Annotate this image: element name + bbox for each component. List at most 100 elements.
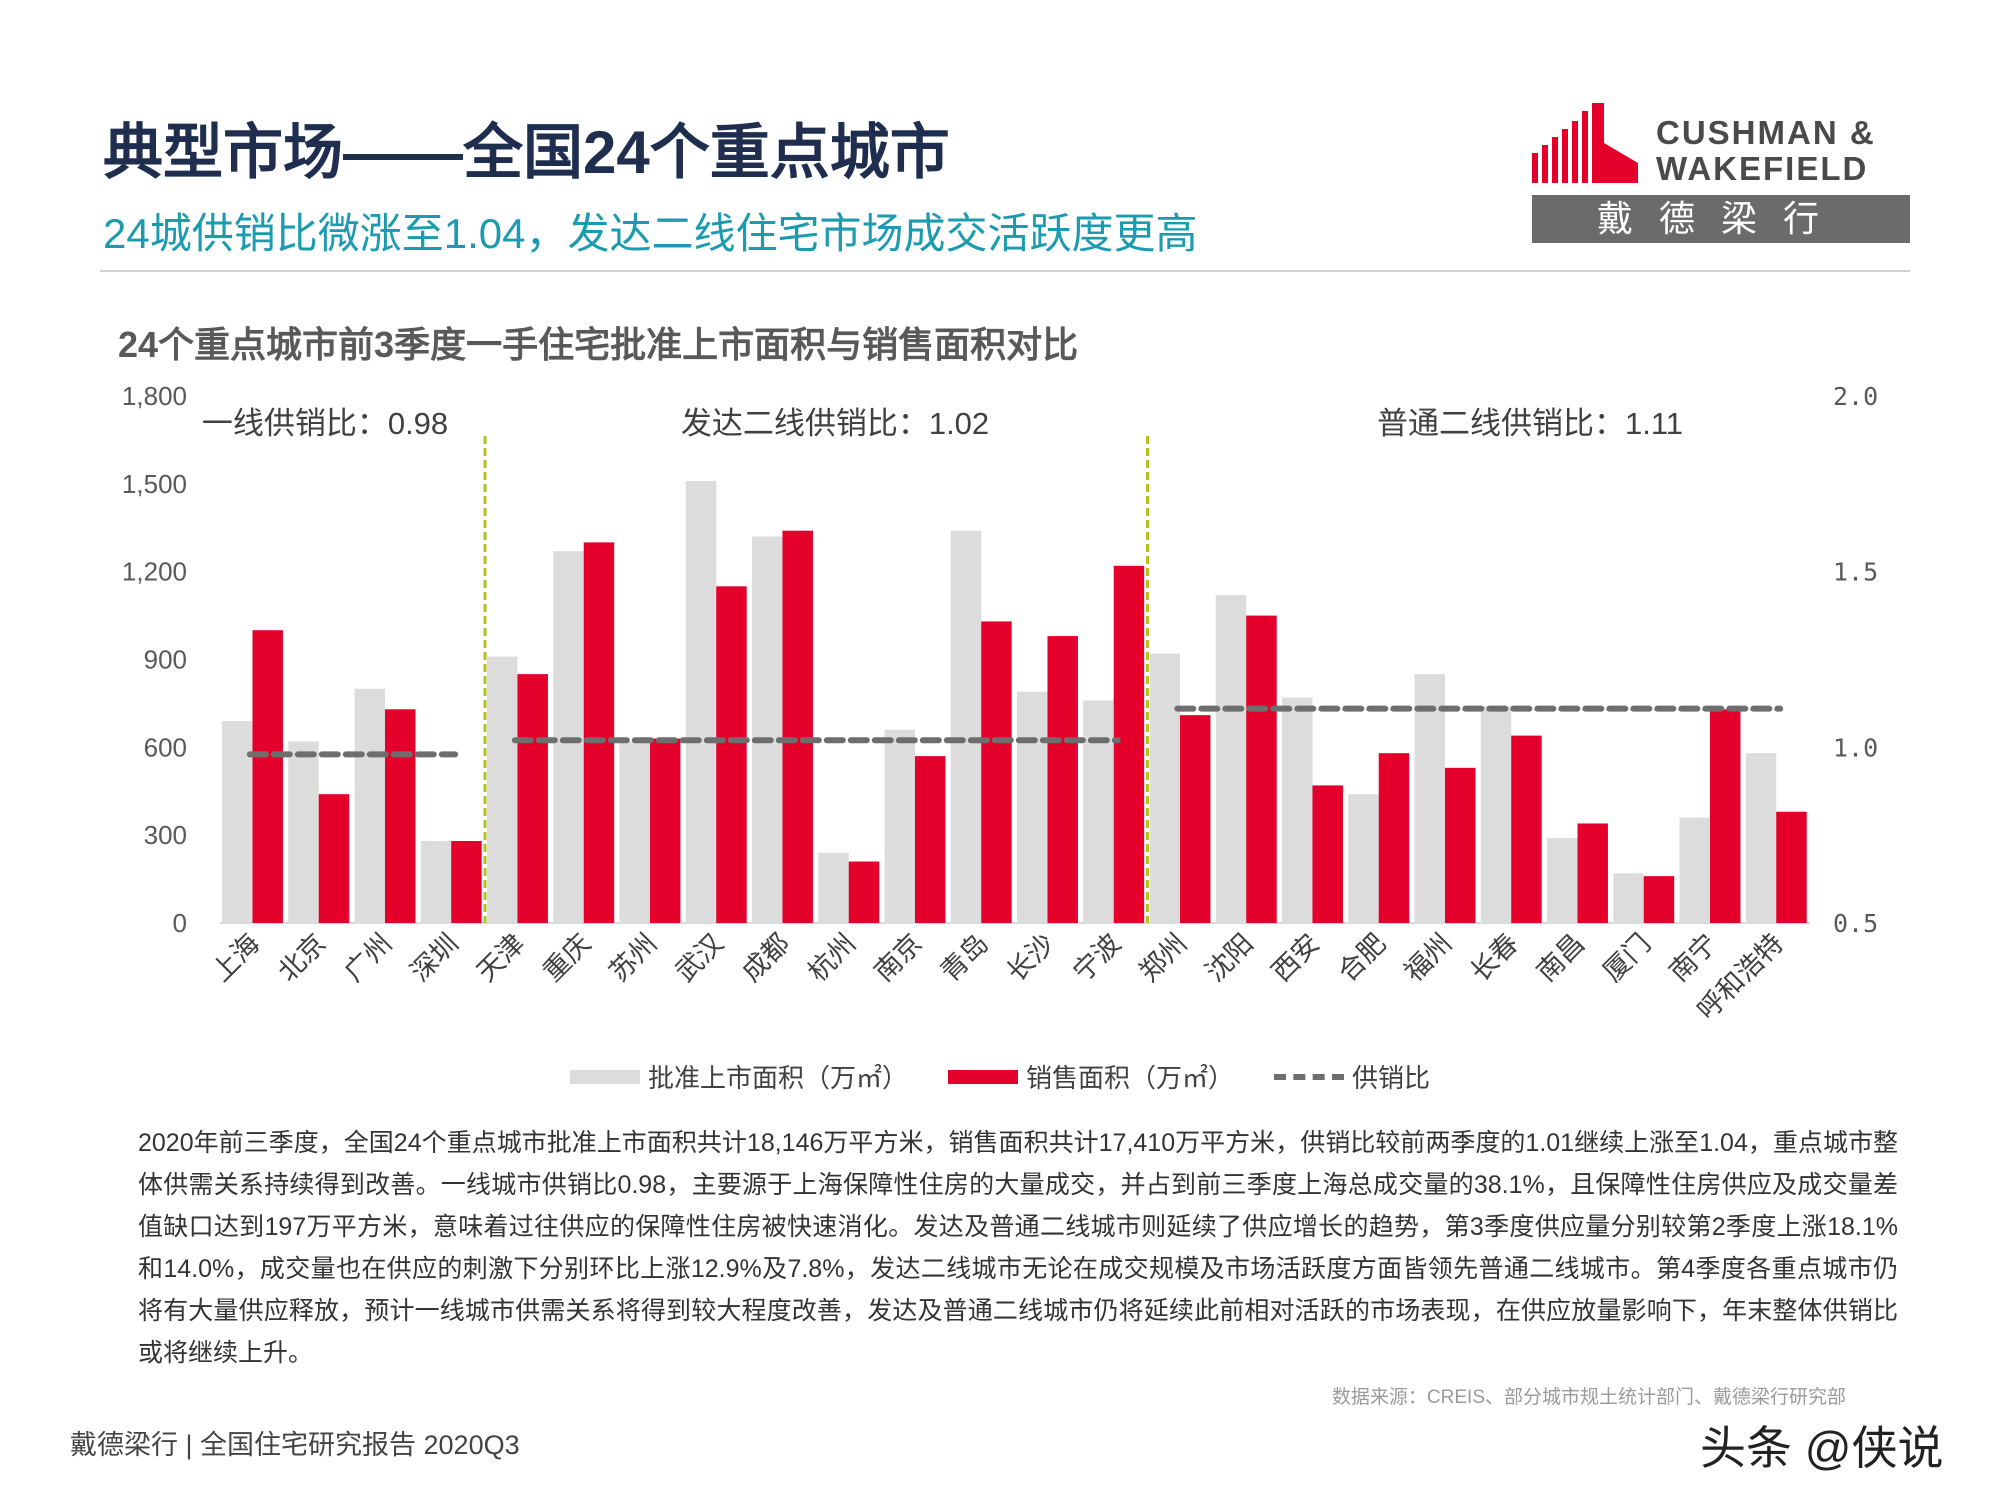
y-left-tick-label: 1,500 xyxy=(122,469,187,499)
bar-supply xyxy=(354,688,385,923)
bar-supply xyxy=(1215,595,1247,923)
bar-supply xyxy=(818,852,849,923)
bar-supply xyxy=(1149,653,1180,923)
ratio-annotation: 发达二线供销比：1.02 xyxy=(681,406,989,441)
chart-title: 24个重点城市前3季度一手住宅批准上市面积与销售面积对比 xyxy=(118,324,1079,365)
bar-supply xyxy=(288,741,319,923)
x-tick-label: 南宁 xyxy=(1663,928,1722,987)
legend-item-ratio: 供销比 xyxy=(1274,1058,1430,1095)
bar-sales xyxy=(1047,636,1078,923)
bar-supply xyxy=(1083,700,1114,923)
bar-supply xyxy=(1613,873,1644,923)
x-tick-label: 杭州 xyxy=(802,928,861,987)
y-left-tick-label: 0 xyxy=(173,908,187,938)
x-tick-label: 厦门 xyxy=(1597,928,1656,987)
cushman-wakefield-logo: CUSHMAN & WAKEFIELD 戴德梁行 xyxy=(1532,103,1910,243)
bar-sales xyxy=(318,794,350,923)
x-tick-label: 重庆 xyxy=(537,928,596,987)
legend-label: 销售面积（万㎡） xyxy=(1025,1063,1234,1093)
bar-supply xyxy=(1480,706,1512,923)
y-left-tick-label: 600 xyxy=(144,732,187,762)
bar-sales xyxy=(517,674,548,923)
y-left-tick-label: 900 xyxy=(144,645,187,675)
logo-line-2: WAKEFIELD xyxy=(1656,150,1869,187)
x-tick-label: 合肥 xyxy=(1332,928,1391,987)
bar-sales xyxy=(981,621,1012,923)
bar-supply xyxy=(1282,697,1313,923)
bar-sales xyxy=(1643,876,1675,923)
chart-legend: 批准上市面积（万㎡） 销售面积（万㎡） 供销比 xyxy=(0,1058,2000,1095)
data-source: 数据来源：CREIS、部分城市规土统计部门、戴德梁行研究部 xyxy=(1331,1387,1846,1408)
ratio-annotation: 一线供销比：0.98 xyxy=(202,406,448,441)
bar-sales xyxy=(914,756,946,923)
bar-supply xyxy=(1679,817,1710,923)
bar-sales xyxy=(1378,753,1410,923)
bar-sales xyxy=(649,738,681,923)
y-left-tick-label: 1,200 xyxy=(122,557,187,587)
logo-wordmark: CUSHMAN & WAKEFIELD xyxy=(1656,115,1876,187)
bar-sales xyxy=(782,530,813,923)
x-tick-label: 青岛 xyxy=(935,928,994,987)
bar-sales xyxy=(716,586,747,923)
ratio-annotation: 普通二线供销比：1.11 xyxy=(1377,406,1683,441)
bar-supply xyxy=(553,551,584,923)
bar-sales xyxy=(1511,735,1542,923)
x-tick-label: 成都 xyxy=(736,928,795,987)
x-tick-label: 上海 xyxy=(206,928,265,987)
bar-sales xyxy=(1312,785,1343,923)
logo-chinese: 戴德梁行 xyxy=(1532,195,1910,243)
bar-supply xyxy=(487,656,518,923)
x-tick-label: 沈阳 xyxy=(1200,928,1259,987)
y-right-tick-label: 1.0 xyxy=(1833,733,1878,762)
x-tick-label: 宁波 xyxy=(1067,928,1126,987)
logo-line-1: CUSHMAN & xyxy=(1656,114,1876,151)
x-tick-label: 北京 xyxy=(272,928,331,987)
y-left-tick-label: 1,800 xyxy=(122,381,187,411)
legend-item-sales: 销售面积（万㎡） xyxy=(947,1058,1234,1095)
logo-bars-icon xyxy=(1532,103,1638,183)
bar-supply xyxy=(1745,753,1777,923)
x-tick-label: 武汉 xyxy=(670,928,729,987)
y-left-tick-label: 300 xyxy=(144,820,187,850)
watermark: 头条 @侠说 xyxy=(1700,1422,1944,1474)
legend-item-supply: 批准上市面积（万㎡） xyxy=(569,1058,908,1095)
header-divider xyxy=(100,270,1910,272)
bar-sales xyxy=(583,542,615,923)
bar-sales xyxy=(1113,565,1145,923)
x-tick-label: 西安 xyxy=(1266,928,1325,987)
bar-sales xyxy=(1444,767,1476,923)
x-tick-label: 南昌 xyxy=(1531,928,1590,987)
y-right-tick-label: 2.0 xyxy=(1833,382,1878,411)
bar-sales xyxy=(1776,811,1807,923)
bar-chart: 0 300 600 900 1,200 1,500 1,800 0.5 1.0 1.5 2.0 上海北… xyxy=(122,381,1878,1026)
bar-supply xyxy=(752,536,783,923)
x-tick-label: 福州 xyxy=(1398,928,1457,987)
bar-supply xyxy=(420,841,452,923)
bar-supply xyxy=(950,530,982,923)
legend-swatch-ratio xyxy=(1274,1073,1344,1080)
bar-supply xyxy=(222,720,253,923)
page-subtitle: 24城供销比微涨至1.04，发达二线住宅市场成交活跃度更高 xyxy=(103,210,1198,257)
bar-sales xyxy=(384,709,416,923)
x-tick-label: 苏州 xyxy=(603,928,662,987)
bar-supply xyxy=(1017,691,1048,923)
legend-swatch-sales xyxy=(947,1069,1018,1084)
page-title: 典型市场——全国24个重点城市 xyxy=(103,119,950,186)
legend-swatch-supply xyxy=(569,1069,640,1084)
x-tick-label: 南京 xyxy=(868,928,927,987)
bar-supply xyxy=(1414,674,1445,923)
x-tick-label: 广州 xyxy=(338,928,397,987)
x-tick-label: 长沙 xyxy=(1001,928,1060,987)
bar-sales xyxy=(1709,709,1741,923)
x-tick-label: 郑州 xyxy=(1133,928,1192,987)
x-tick-label: 长春 xyxy=(1465,928,1524,987)
y-right-tick-label: 0.5 xyxy=(1833,909,1878,938)
footer-text: 戴德梁行 | 全国住宅研究报告 2020Q3 xyxy=(70,1430,520,1460)
x-tick-label: 天津 xyxy=(471,928,530,987)
bar-supply xyxy=(884,729,915,923)
bar-sales xyxy=(848,861,880,923)
bar-sales xyxy=(252,630,283,923)
y-right-tick-label: 1.5 xyxy=(1833,558,1878,587)
bar-sales xyxy=(1179,715,1211,923)
legend-label: 供销比 xyxy=(1352,1063,1431,1093)
